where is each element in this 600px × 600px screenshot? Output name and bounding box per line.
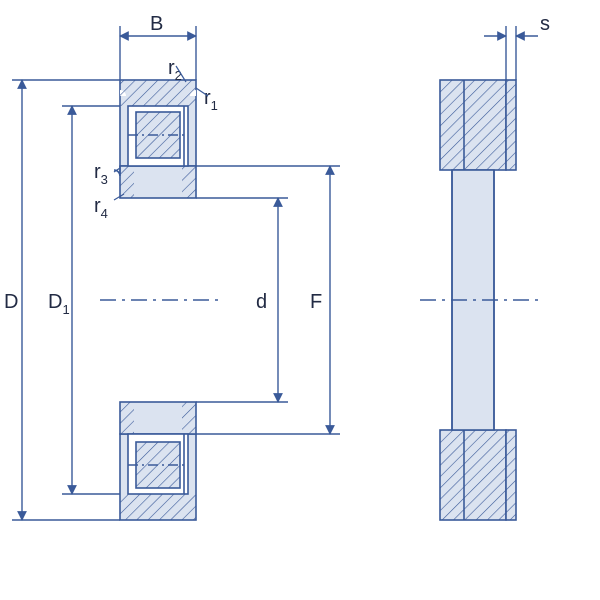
label-B: B (150, 13, 163, 35)
bearing-diagram: B s r1 r2 r3 r4 D D1 d F (0, 0, 600, 600)
hatch-outer-top (120, 80, 196, 106)
label-s: s (540, 13, 550, 35)
label-F: F (310, 291, 322, 313)
label-D: D (4, 291, 18, 313)
hatch-outer-bottom (120, 494, 196, 520)
label-d: d (256, 291, 267, 313)
